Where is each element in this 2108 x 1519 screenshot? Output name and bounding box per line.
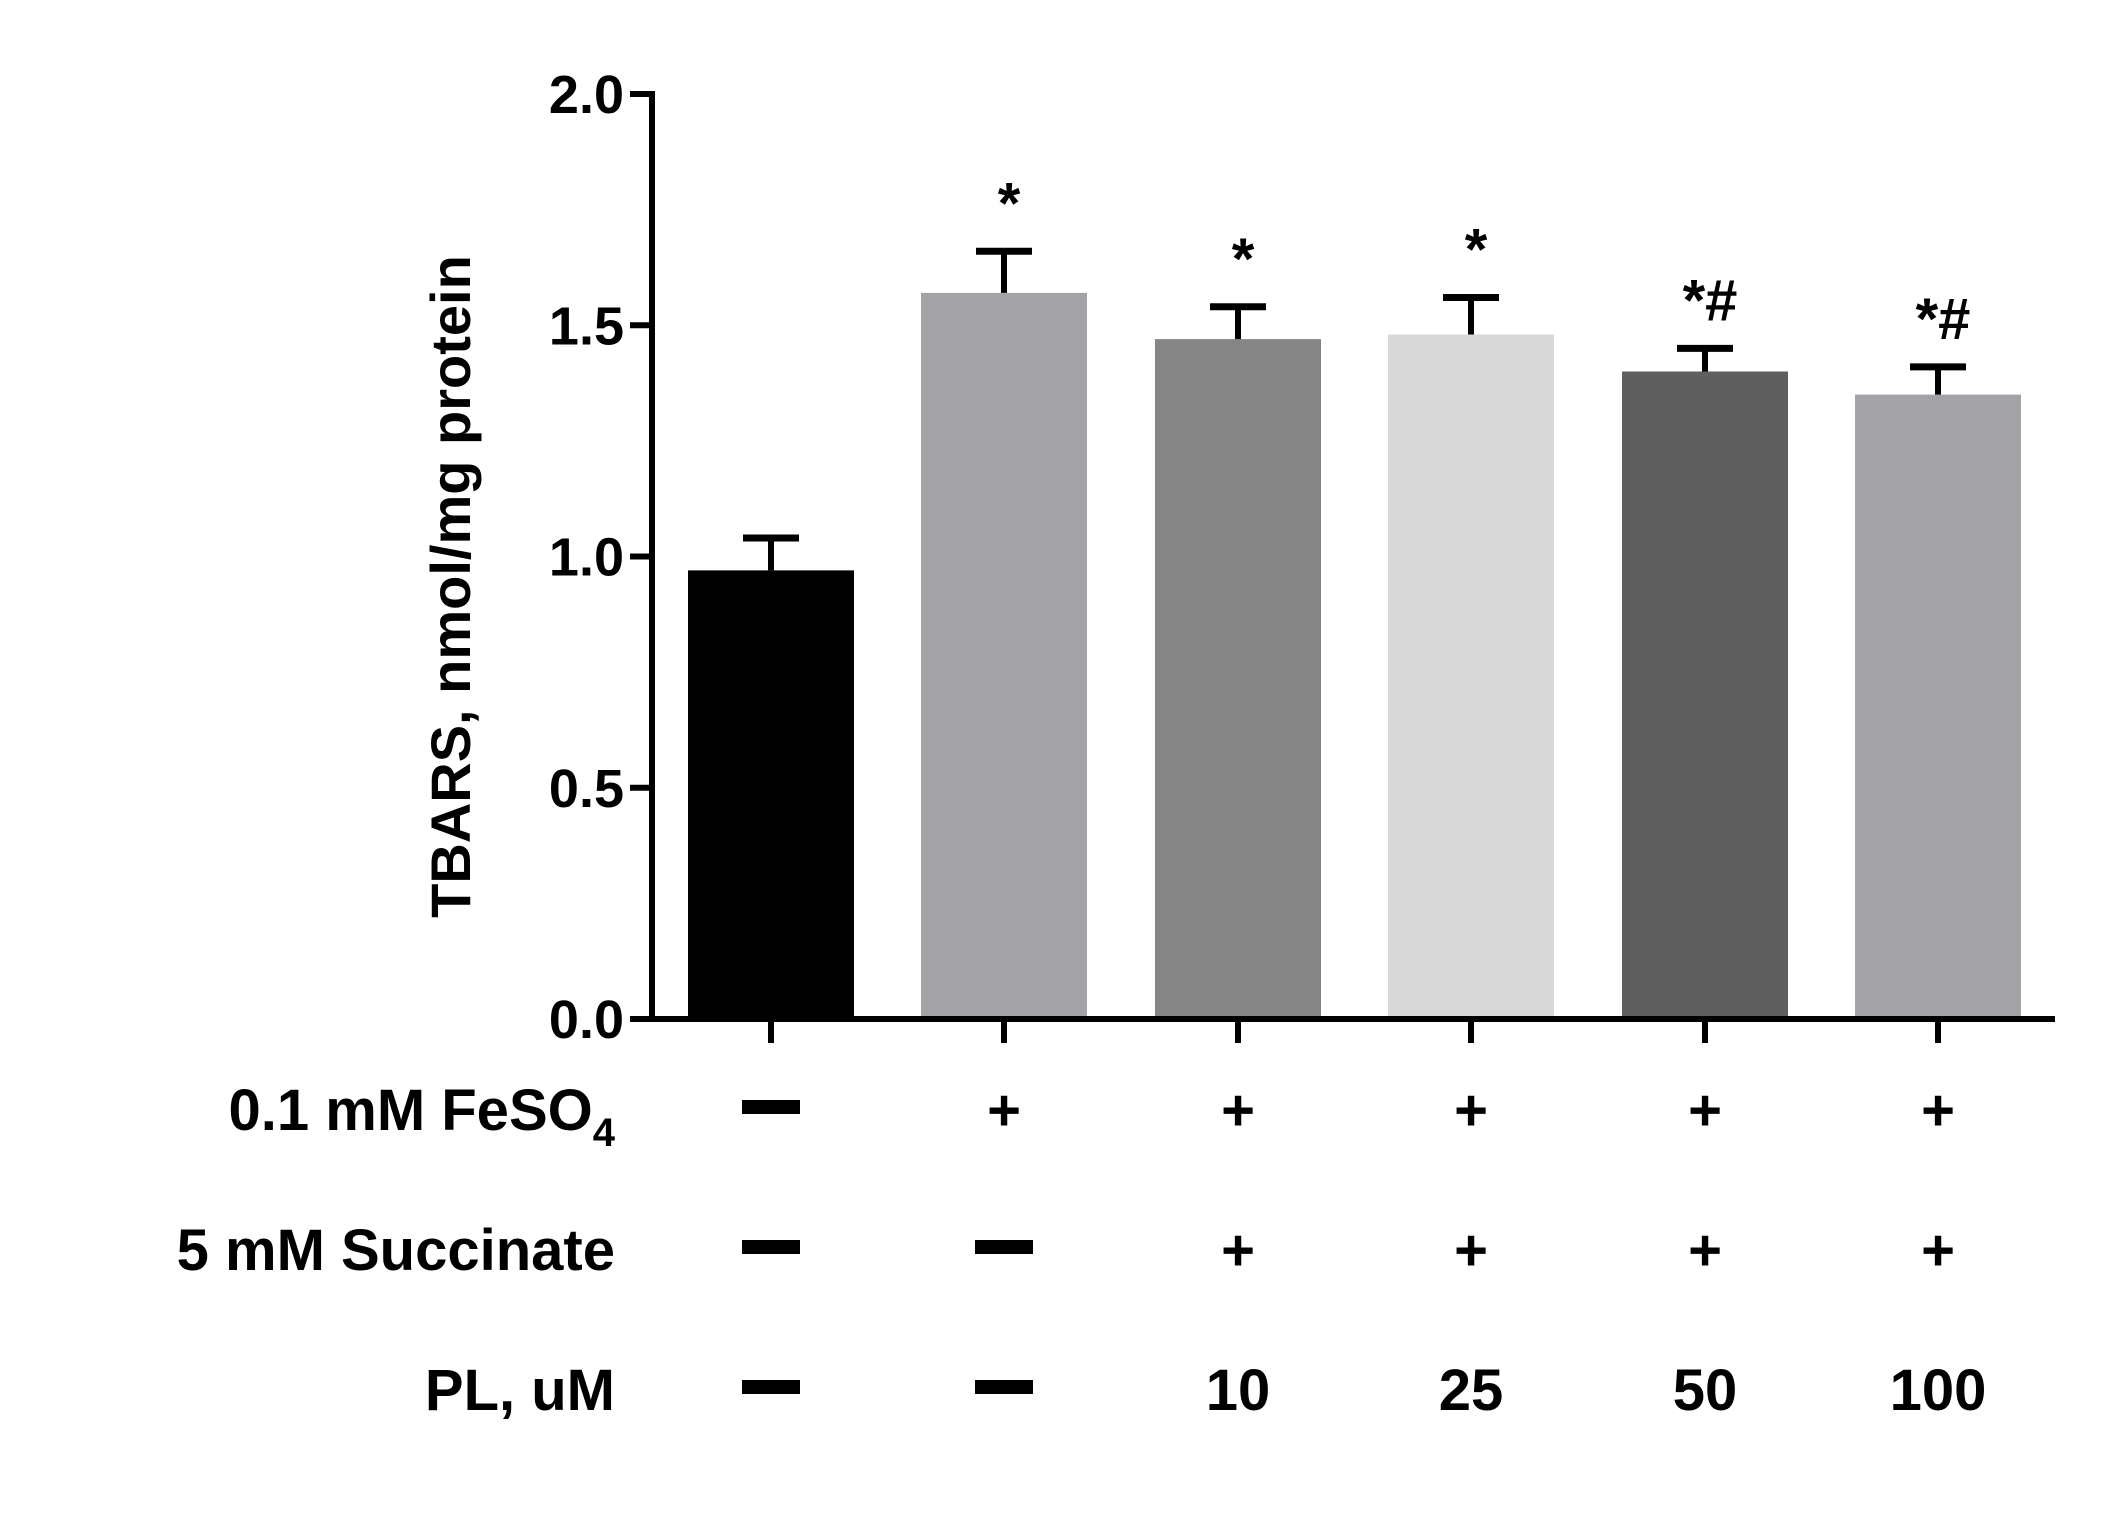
condition-value: + (1921, 1078, 1955, 1143)
condition-label: PL, uM (425, 1358, 615, 1423)
condition-value: + (1688, 1218, 1722, 1283)
bar (1622, 371, 1788, 1019)
condition-value: 100 (1890, 1358, 1987, 1423)
significance-mark: * (1232, 227, 1255, 292)
significance-mark: * (998, 171, 1021, 236)
y-axis: 0.0 0.5 1.0 1.5 2.0 (549, 65, 655, 1050)
condition-value: + (1454, 1218, 1488, 1283)
y-tick-label: 2.0 (549, 65, 624, 125)
bar (1855, 394, 2021, 1019)
condition-minus (742, 1240, 800, 1254)
condition-value: 25 (1439, 1358, 1504, 1423)
bar (688, 570, 854, 1019)
significance-annotations: * * * *# *# (998, 171, 1971, 352)
condition-value: 50 (1673, 1358, 1738, 1423)
condition-value: + (1221, 1218, 1255, 1283)
condition-minus (975, 1240, 1033, 1254)
condition-table: 0.1 mM FeSO4 + + + + +5 mM Succinate + + + + PL, u… (177, 1078, 1987, 1423)
bar (1155, 339, 1321, 1019)
condition-label: 5 mM Succinate (177, 1218, 615, 1283)
condition-minus (975, 1380, 1033, 1394)
condition-value: 10 (1206, 1358, 1271, 1423)
condition-minus (742, 1380, 800, 1394)
y-tick-label: 0.5 (549, 759, 624, 819)
significance-mark: *# (1683, 268, 1738, 333)
condition-value: + (1221, 1078, 1255, 1143)
bar (1388, 334, 1554, 1019)
y-tick-label: 1.0 (549, 528, 624, 588)
x-axis (649, 1016, 2055, 1043)
condition-label: 0.1 mM FeSO4 (229, 1078, 616, 1155)
error-bars-layer (743, 247, 1966, 571)
condition-minus (742, 1100, 800, 1114)
condition-value: + (1454, 1078, 1488, 1143)
y-tick-label: 0.0 (549, 990, 624, 1050)
bars-layer (688, 292, 2021, 1019)
significance-mark: * (1465, 218, 1488, 283)
condition-value: + (987, 1078, 1021, 1143)
significance-mark: *# (1916, 287, 1971, 352)
bar (921, 292, 1087, 1019)
y-tick-label: 1.5 (549, 296, 624, 356)
y-axis-label: TBARS, nmol/mg protein (419, 255, 482, 918)
condition-value: + (1921, 1218, 1955, 1283)
condition-value: + (1688, 1078, 1722, 1143)
